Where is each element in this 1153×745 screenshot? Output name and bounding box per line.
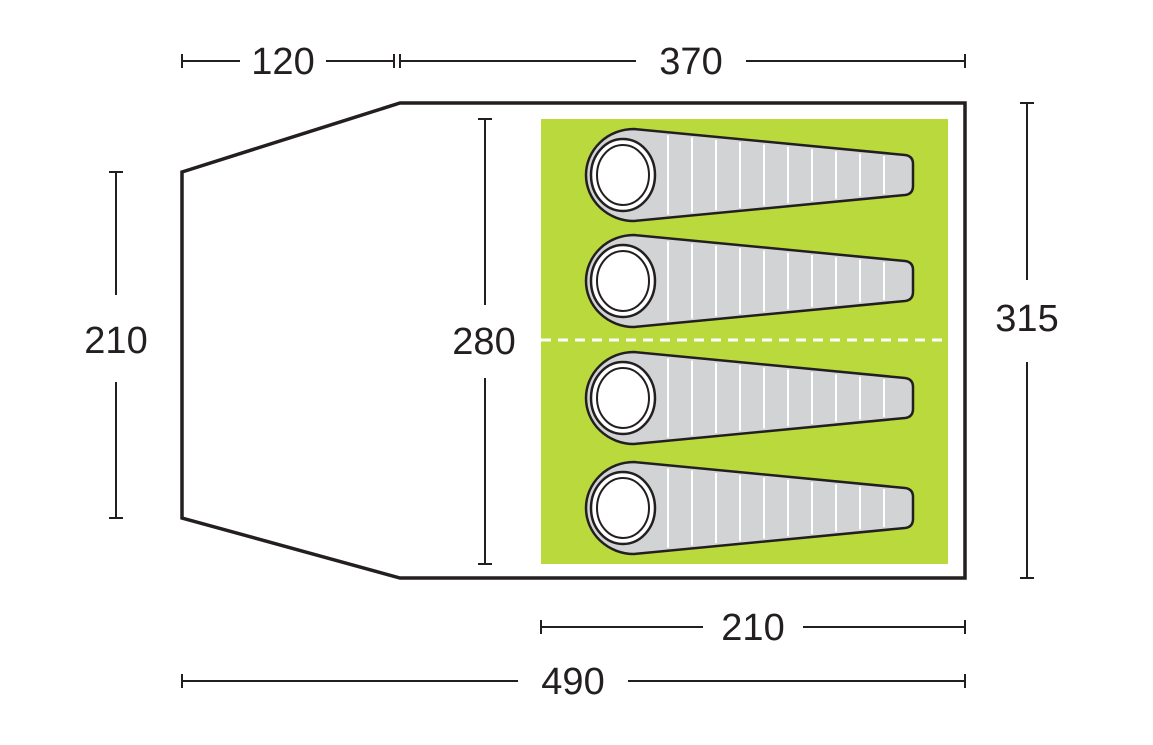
dimension-label-total-length: 490 — [541, 661, 604, 703]
sleeping-bag-hood-opening — [596, 477, 650, 539]
sleeping-bag — [584, 460, 915, 556]
dimension-inner-height: 280 — [452, 118, 516, 565]
sleeping-bag-hood-opening — [596, 250, 650, 312]
sleeping-bag — [584, 127, 915, 223]
dimension-label-right-height: 315 — [995, 298, 1058, 340]
sleeping-bag — [584, 233, 915, 329]
dimension-total-length: 490 — [181, 661, 966, 703]
dimension-bedroom-width: 210 — [540, 607, 966, 649]
dimension-right-height: 315 — [995, 102, 1059, 579]
sleeping-bag-hood-opening — [596, 144, 650, 206]
sleeping-bag-hood-opening — [596, 367, 650, 429]
sleeping-bags — [584, 127, 915, 556]
dimension-left-height: 210 — [84, 171, 148, 519]
dimension-label-top-inner: 370 — [659, 41, 722, 83]
dimension-label-bedroom-width: 210 — [721, 607, 784, 649]
dimension-label-inner-height: 280 — [452, 321, 515, 363]
dimension-label-top-porch: 120 — [251, 41, 314, 83]
dimension-top-inner: 370 — [399, 41, 966, 83]
dimension-label-left-height: 210 — [84, 320, 147, 362]
sleeping-bag — [584, 350, 915, 446]
dimension-top-porch: 120 — [181, 41, 395, 83]
